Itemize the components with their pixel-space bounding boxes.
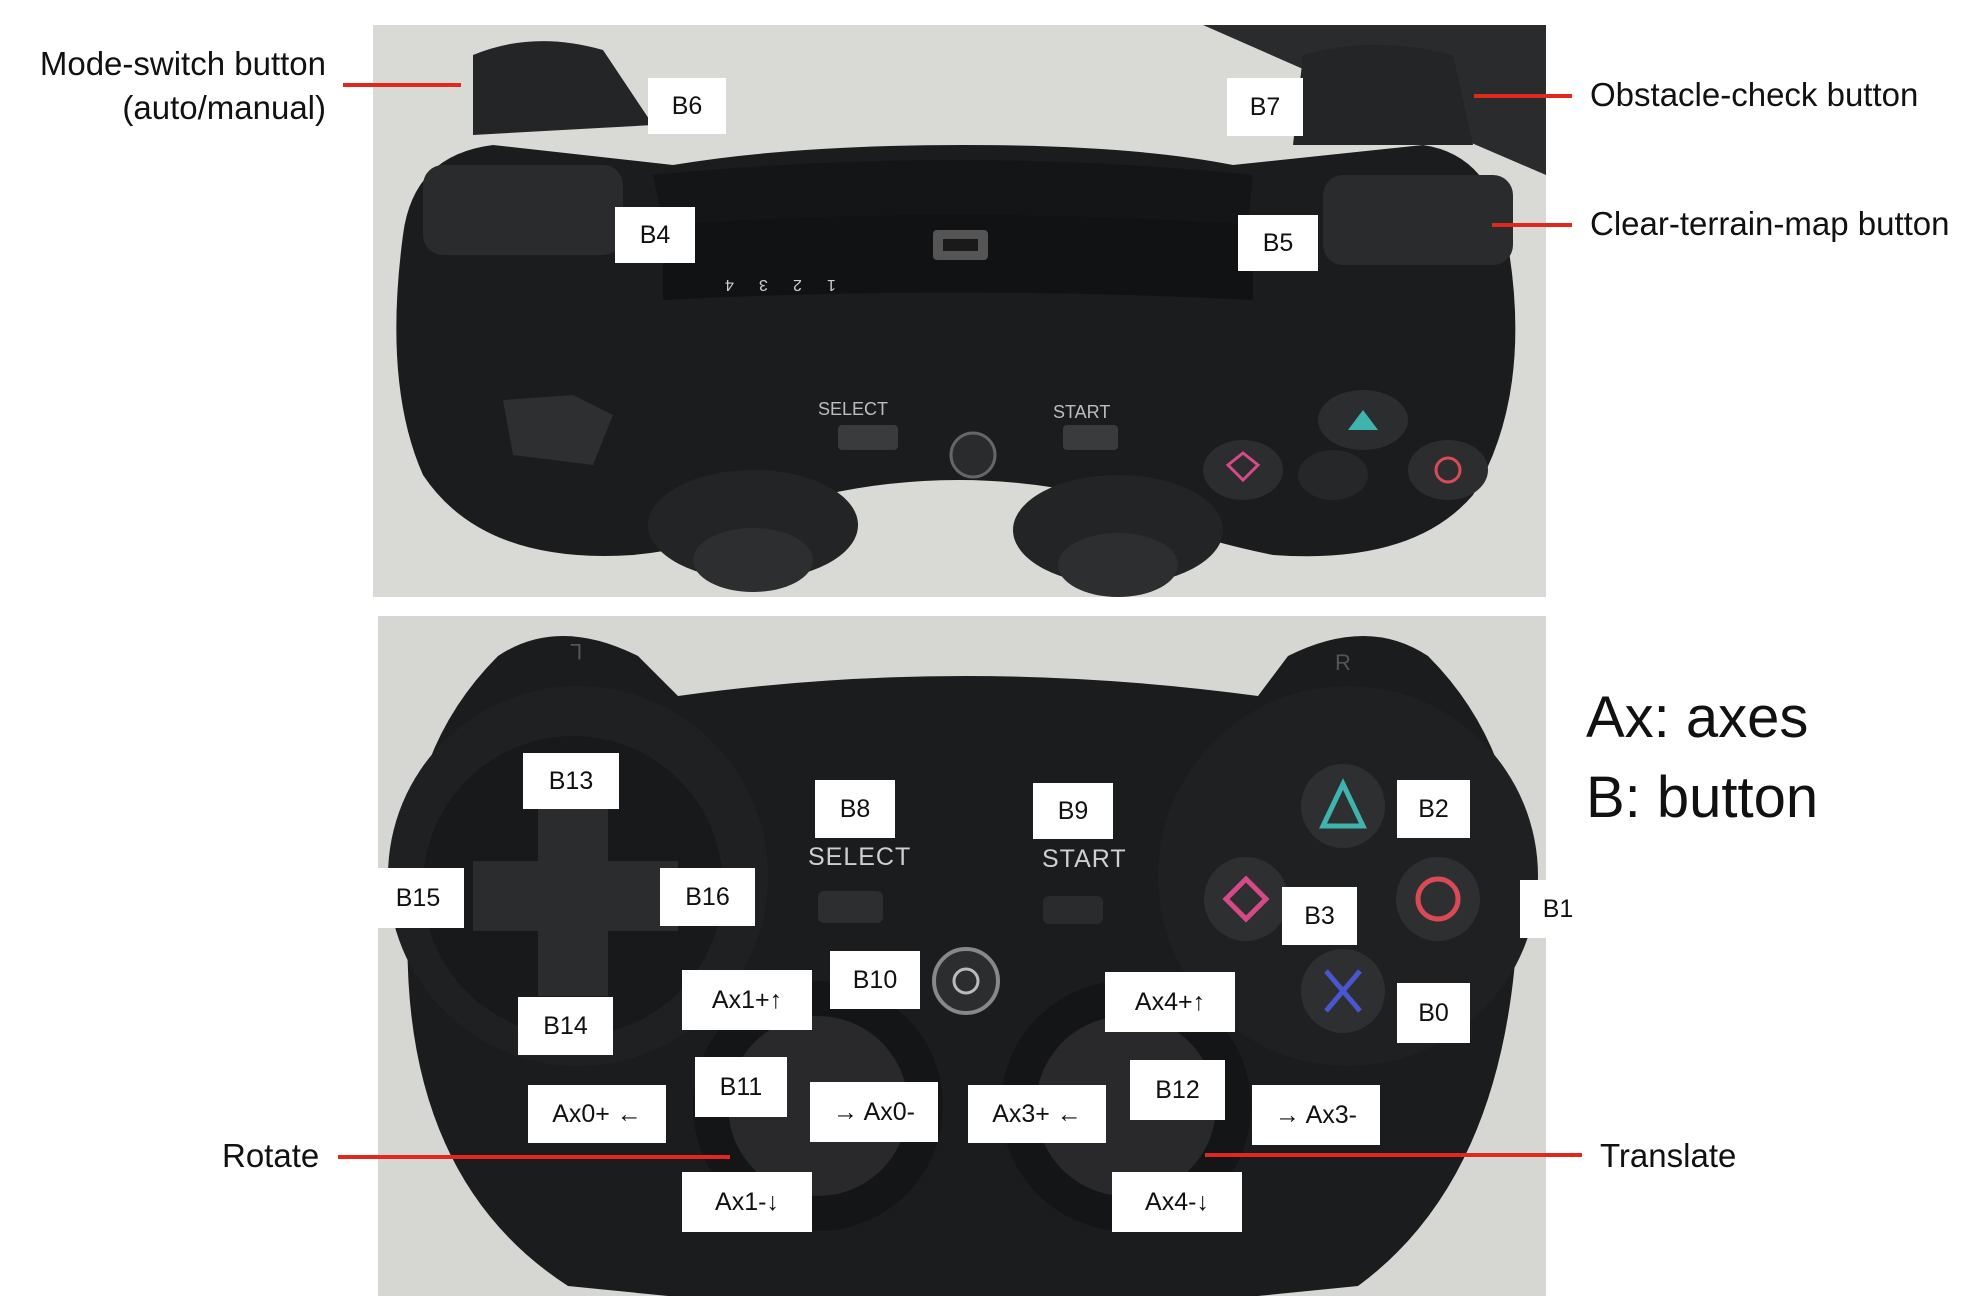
label-b3: B3 <box>1282 887 1357 945</box>
front-start-print: START <box>1042 845 1127 873</box>
label-ax3-minus: → Ax3- <box>1252 1085 1380 1145</box>
led-label-3: 3 <box>758 276 768 293</box>
legend-button: B: button <box>1586 765 1819 830</box>
clear-terrain-leader <box>1492 223 1572 227</box>
label-b8: B8 <box>815 780 895 838</box>
mode-switch-line1: Mode-switch button <box>39 45 326 82</box>
label-b2: B2 <box>1397 780 1470 838</box>
label-ax1-minus: Ax1-↓ <box>682 1172 812 1232</box>
label-b15: B15 <box>372 868 464 928</box>
label-b16: B16 <box>660 868 755 926</box>
led-label-4: 4 <box>725 276 734 293</box>
label-b1: B1 <box>1520 880 1596 938</box>
led-indicator-row: 4 3 2 1 <box>725 275 836 293</box>
translate-callout: Translate <box>1600 1137 1737 1174</box>
rotate-callout: Rotate <box>222 1137 320 1174</box>
top-start-print: START <box>1053 402 1111 422</box>
label-b11: B11 <box>695 1057 787 1117</box>
led-label-1: 1 <box>826 276 836 293</box>
label-b4: B4 <box>615 207 695 263</box>
label-b9: B9 <box>1033 783 1113 839</box>
front-l-print: L <box>570 639 583 664</box>
top-select-print: SELECT <box>818 399 889 419</box>
label-b12: B12 <box>1130 1060 1225 1120</box>
label-b13: B13 <box>523 753 619 809</box>
mode-switch-callout: Mode-switch button (auto/manual) <box>8 42 326 130</box>
mode-switch-line2: (auto/manual) <box>122 88 326 126</box>
label-ax0-plus: Ax0+ ← <box>528 1085 666 1143</box>
legend-axes: Ax: axes <box>1586 685 1809 750</box>
label-ax3-plus: Ax3+ ← <box>968 1085 1106 1143</box>
rotate-leader <box>338 1155 730 1159</box>
label-ax4-plus: Ax4+↑ <box>1105 972 1235 1032</box>
obstacle-check-leader <box>1474 94 1572 98</box>
label-b14: B14 <box>518 997 613 1055</box>
obstacle-check-callout: Obstacle-check button <box>1590 76 1919 113</box>
label-b0: B0 <box>1397 983 1470 1043</box>
label-ax4-minus: Ax4-↓ <box>1112 1172 1242 1232</box>
front-select-print: SELECT <box>808 843 912 871</box>
front-view-photo <box>378 616 1546 1296</box>
led-label-2: 2 <box>792 276 802 293</box>
clear-terrain-callout: Clear-terrain-map button <box>1590 205 1950 242</box>
label-b5: B5 <box>1238 215 1318 271</box>
label-b7: B7 <box>1227 78 1303 136</box>
label-ax0-minus: → Ax0- <box>810 1082 938 1142</box>
top-view-photo <box>373 25 1546 597</box>
label-b6: B6 <box>648 78 726 134</box>
label-ax1-plus: Ax1+↑ <box>682 970 812 1030</box>
mode-switch-leader <box>343 83 461 87</box>
translate-leader <box>1205 1153 1582 1157</box>
front-r-print: R <box>1335 650 1351 675</box>
legend: Ax: axes B: button <box>1586 678 1818 838</box>
label-b10: B10 <box>830 951 920 1009</box>
